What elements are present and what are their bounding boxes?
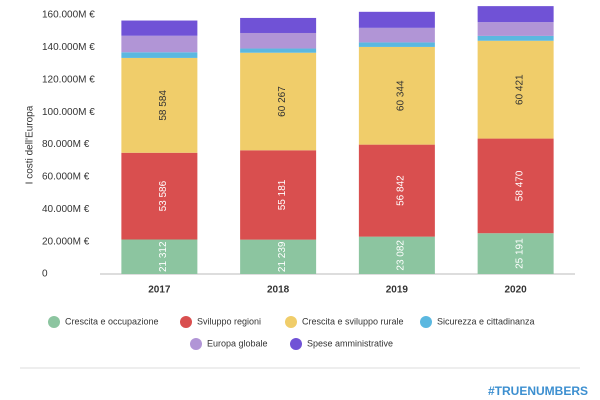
legend-label: Spese amministrative: [307, 338, 393, 348]
y-tick-label: 80.000M €: [42, 139, 90, 150]
bar-segment: [240, 32, 317, 49]
bar-segment: [121, 52, 198, 58]
x-tick-label: 2018: [267, 285, 290, 296]
legend-swatch: [190, 338, 202, 350]
bar-segment: [358, 46, 435, 145]
y-tick-label: 0: [42, 269, 48, 280]
bar-segment: [240, 48, 317, 53]
data-label: 55 181: [277, 179, 288, 210]
legend-swatch: [290, 338, 302, 350]
data-label: 56 842: [396, 175, 407, 206]
legend-swatch: [180, 316, 192, 328]
y-axis-title: I costi dell'Europa: [25, 105, 36, 184]
y-tick-label: 140.000M €: [42, 42, 95, 53]
data-label: 53 586: [158, 180, 169, 211]
bar-segment: [477, 138, 554, 234]
legend-label: Sicurezza e cittadinanza: [437, 316, 535, 326]
bar-segment: [121, 239, 198, 274]
data-label: 58 584: [158, 90, 169, 121]
bar-segment: [477, 40, 554, 139]
bar-segment: [240, 52, 317, 151]
bar-segment: [477, 233, 554, 274]
y-tick-label: 20.000M €: [42, 236, 90, 247]
x-tick-label: 2020: [505, 285, 528, 296]
bar-segment: [121, 152, 198, 240]
legend-label: Crescita e sviluppo rurale: [302, 316, 404, 326]
bar-segment: [477, 35, 554, 41]
bar-segment: [358, 27, 435, 43]
y-tick-label: 160.000M €: [42, 10, 95, 21]
bar-segment: [358, 144, 435, 237]
legend-swatch: [48, 316, 60, 328]
data-label: 21 239: [277, 241, 288, 272]
data-label: 60 344: [396, 80, 407, 111]
bar-segment: [121, 35, 198, 53]
watermark: #TRUENUMBERS: [488, 384, 588, 398]
bar-segment: [477, 6, 554, 23]
legend-swatch: [285, 316, 297, 328]
bar-segment: [358, 236, 435, 274]
y-tick-label: 40.000M €: [42, 204, 90, 215]
data-label: 23 082: [396, 240, 407, 271]
bar-segment: [121, 57, 198, 153]
bar-segment: [121, 20, 198, 36]
legend-label: Sviluppo regioni: [197, 316, 261, 326]
data-label: 25 191: [514, 238, 525, 269]
bar-segment: [240, 239, 317, 274]
legend-swatch: [420, 316, 432, 328]
x-tick-label: 2017: [148, 285, 171, 296]
x-tick-label: 2019: [386, 285, 409, 296]
y-tick-label: 100.000M €: [42, 107, 95, 118]
legend-label: Europa globale: [207, 338, 268, 348]
y-tick-label: 120.000M €: [42, 74, 95, 85]
data-label: 21 312: [158, 241, 169, 272]
data-label: 58 470: [514, 170, 525, 201]
data-label: 60 421: [514, 74, 525, 105]
y-tick-label: 60.000M €: [42, 172, 90, 183]
legend-label: Crescita e occupazione: [65, 316, 159, 326]
bar-segment: [240, 150, 317, 240]
bar-segment: [477, 22, 554, 36]
bar-segment: [240, 17, 317, 33]
bar-segment: [358, 42, 435, 47]
bar-segment: [358, 11, 435, 28]
data-label: 60 267: [277, 86, 288, 117]
